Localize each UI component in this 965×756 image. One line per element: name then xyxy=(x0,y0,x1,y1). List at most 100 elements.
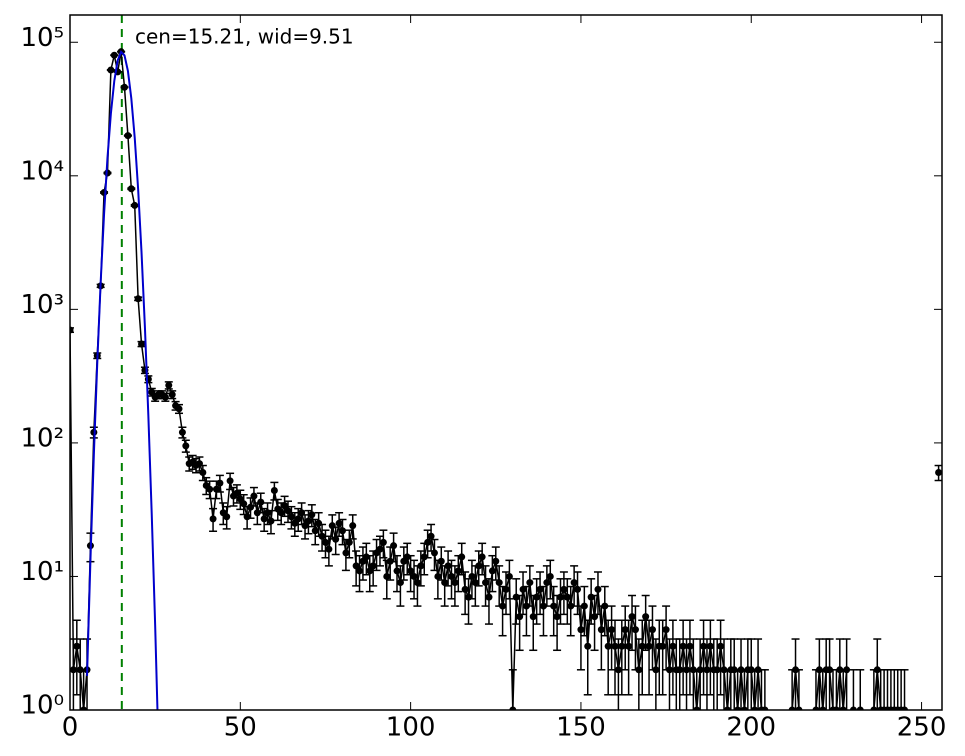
data-point xyxy=(165,381,173,389)
data-point xyxy=(492,557,500,565)
data-point xyxy=(533,593,541,601)
data-point xyxy=(843,666,851,674)
data-point xyxy=(366,567,374,575)
data-point xyxy=(175,405,183,413)
data-point xyxy=(70,666,77,674)
data-point xyxy=(495,579,503,587)
data-point xyxy=(557,593,564,601)
data-point xyxy=(812,706,820,710)
data-point xyxy=(856,706,864,710)
data-point xyxy=(621,626,629,634)
data-point xyxy=(352,562,360,570)
data-point xyxy=(216,479,224,487)
data-point xyxy=(281,501,289,509)
data-point xyxy=(138,340,146,348)
data-point xyxy=(332,535,340,543)
data-point xyxy=(407,567,415,575)
data-point xyxy=(676,666,684,674)
data-point xyxy=(505,572,513,580)
x-tick-label: 200 xyxy=(726,713,776,743)
data-point xyxy=(199,469,207,477)
data-point xyxy=(345,538,353,546)
data-point xyxy=(349,522,357,530)
data-point xyxy=(321,538,329,546)
data-point xyxy=(444,562,452,570)
data-point xyxy=(424,538,432,546)
fit-line xyxy=(86,50,159,710)
axes-frame xyxy=(69,14,943,711)
y-tick-label: 10² xyxy=(20,423,64,453)
data-point xyxy=(795,706,803,710)
data-point xyxy=(250,492,258,500)
y-tick-label: 10³ xyxy=(20,290,64,320)
data-point xyxy=(417,562,425,570)
data-point xyxy=(832,706,840,710)
data-point xyxy=(628,613,636,621)
data-point xyxy=(648,626,656,634)
data-point xyxy=(574,585,582,593)
data-point xyxy=(570,579,578,587)
data-point xyxy=(430,549,438,557)
data-point xyxy=(240,500,248,508)
data-point xyxy=(182,442,190,450)
data-point xyxy=(379,538,387,546)
data-point xyxy=(335,519,343,527)
data-point xyxy=(206,485,214,493)
data-point xyxy=(546,572,554,580)
data-point xyxy=(666,666,673,674)
data-point xyxy=(127,185,135,193)
data-point xyxy=(631,626,639,634)
data-point xyxy=(482,579,490,587)
data-point xyxy=(284,507,292,515)
data-point xyxy=(703,666,711,674)
data-point xyxy=(563,593,571,601)
x-tick-label: 0 xyxy=(62,713,79,743)
data-point xyxy=(611,642,619,650)
data-point xyxy=(679,642,687,650)
data-point xyxy=(901,706,909,710)
data-point xyxy=(315,519,323,527)
data-point xyxy=(318,532,326,540)
data-point xyxy=(550,602,558,610)
data-point xyxy=(434,572,442,580)
data-point xyxy=(723,706,731,710)
data-point xyxy=(131,201,139,209)
data-point xyxy=(260,515,268,523)
data-point xyxy=(485,593,493,601)
data-point xyxy=(410,572,418,580)
data-point xyxy=(560,585,568,593)
data-point xyxy=(461,585,469,593)
data-point xyxy=(168,391,176,399)
data-point xyxy=(468,572,476,580)
data-point xyxy=(761,706,769,710)
data-point xyxy=(553,613,561,621)
data-point xyxy=(652,666,660,674)
x-tick-label: 250 xyxy=(897,713,947,743)
data-point xyxy=(536,585,544,593)
data-point xyxy=(740,706,748,710)
data-point xyxy=(369,562,377,570)
data-point xyxy=(178,428,186,436)
data-point xyxy=(713,666,721,674)
data-point xyxy=(839,706,847,710)
data-point xyxy=(662,626,670,634)
data-point xyxy=(121,83,128,91)
data-point xyxy=(294,515,302,523)
data-point xyxy=(597,626,605,634)
data-point xyxy=(642,613,650,621)
data-point xyxy=(413,579,421,587)
data-point xyxy=(635,666,643,674)
data-point xyxy=(396,579,404,587)
data-point xyxy=(478,553,486,561)
data-point xyxy=(935,469,942,477)
data-point xyxy=(124,132,132,140)
data-point xyxy=(465,593,473,601)
data-point xyxy=(594,585,602,593)
data-point xyxy=(356,567,364,575)
data-point xyxy=(376,545,384,553)
data-point xyxy=(509,706,517,710)
data-point xyxy=(580,602,588,610)
data-point xyxy=(587,593,595,601)
data-point xyxy=(437,557,445,565)
